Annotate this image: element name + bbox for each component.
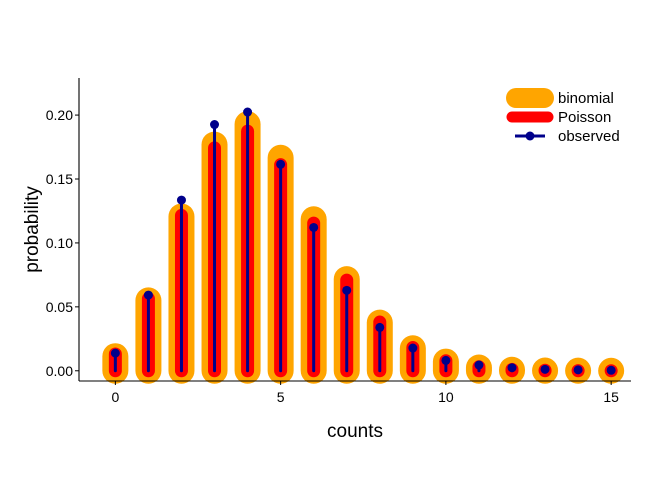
x-tick-label: 5 [277, 389, 285, 405]
y-tick-label: 0.05 [46, 299, 73, 315]
series-observed [110, 107, 616, 375]
legend-item-poisson: Poisson [506, 109, 611, 126]
legend-item-observed: observed [515, 128, 620, 145]
observed-point [606, 365, 616, 375]
y-tick-label: 0.15 [46, 171, 73, 187]
observed-point [441, 355, 451, 365]
observed-point [176, 195, 186, 205]
observed-point [210, 120, 220, 130]
x-tick-label: 10 [438, 389, 454, 405]
observed-point [507, 363, 517, 373]
x-tick-label: 0 [111, 389, 119, 405]
y-tick-label: 0.10 [46, 235, 73, 251]
observed-point [309, 222, 319, 232]
observed-point [540, 364, 550, 374]
observed-point [342, 285, 352, 295]
series-binomial [102, 111, 625, 384]
observed-point [143, 290, 153, 300]
observed-point [408, 343, 418, 353]
observed-point [573, 365, 583, 375]
observed-point [474, 360, 484, 370]
y-axis-label: probability [22, 186, 43, 273]
observed-point [375, 322, 385, 332]
observed-point [110, 348, 120, 358]
legend: binomial Poisson observed [506, 88, 620, 145]
bars-layer [102, 107, 625, 384]
observed-point [276, 159, 286, 169]
x-tick-label: 15 [603, 389, 619, 405]
legend-item-binomial: binomial [506, 88, 614, 108]
x-axis-label: counts [327, 421, 383, 442]
legend-label: observed [558, 128, 620, 145]
ticks-layer: 0 5 10 15 0.00 0.05 0.10 0.15 0.20 [46, 107, 619, 405]
axes-layer [78, 78, 631, 382]
legend-label: Poisson [558, 109, 611, 126]
y-tick-label: 0.00 [46, 363, 73, 379]
observed-point [243, 107, 253, 117]
legend-key-point [525, 131, 535, 141]
y-tick-label: 0.20 [46, 107, 73, 123]
legend-label: binomial [558, 90, 614, 107]
